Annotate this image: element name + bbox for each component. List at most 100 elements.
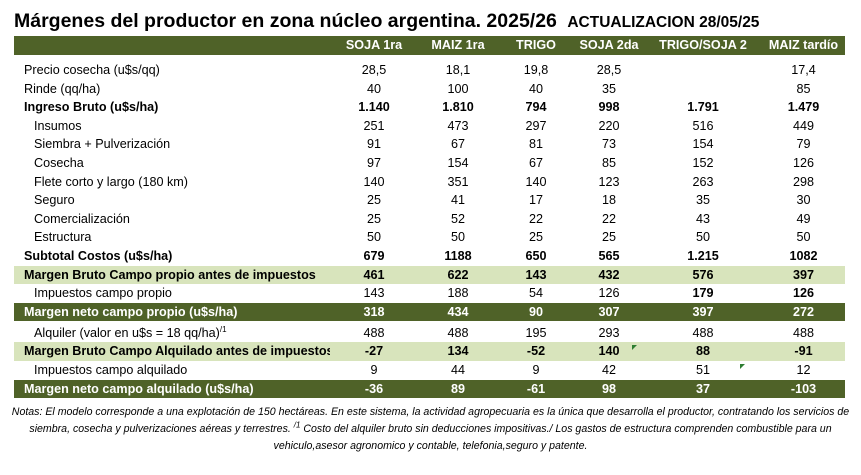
cell: 1.479 (787, 100, 820, 115)
cell: 432 (598, 267, 620, 282)
cell: 100 (447, 81, 469, 96)
cell: -36 (364, 381, 384, 396)
cell: 140 (525, 174, 547, 189)
cell: 318 (363, 304, 385, 319)
cell (644, 80, 762, 99)
cell: 91 (366, 137, 381, 152)
row-label: Subtotal Costos (u$s/ha) (24, 248, 173, 263)
cell: 67 (528, 155, 543, 170)
cell: 179 (692, 286, 714, 301)
margins-table: SOJA 1ra MAIZ 1ra TRIGO SOJA 2da TRIGO/S… (14, 36, 845, 399)
cell: 44 (450, 362, 465, 377)
cell: 22 (528, 211, 543, 226)
cell: 123 (598, 174, 620, 189)
cell: 516 (692, 118, 714, 133)
row-label: Insumos (34, 118, 82, 133)
cell: 51 (695, 362, 710, 377)
cell: 17,4 (791, 63, 816, 77)
cell: 126 (792, 286, 814, 301)
cell: 50 (695, 230, 710, 245)
cell: -103 (790, 381, 817, 396)
notes-text-2: Costo del alquiler bruto sin deducciones… (273, 423, 832, 452)
cell-comment-marker (740, 364, 745, 369)
cell: 22 (601, 211, 616, 226)
footnote-marker: /1 (219, 325, 227, 335)
col-header-soja-2da: SOJA 2da (579, 38, 639, 52)
cell: 650 (525, 248, 547, 263)
row-rinde: Rinde (qq/ha) 40 100 40 35 85 (14, 80, 845, 99)
cell: 35 (695, 193, 710, 208)
cell: 143 (525, 267, 547, 282)
cell: 12 (796, 362, 811, 377)
cell: 40 (528, 81, 543, 96)
cell: 488 (692, 326, 714, 341)
cell: 434 (447, 304, 469, 319)
cell: 37 (695, 381, 710, 396)
cell: 25 (601, 230, 616, 245)
cell: 89 (450, 381, 465, 396)
row-label: Margen neto campo alquilado (u$s/ha) (24, 381, 254, 396)
cell: 297 (525, 118, 547, 133)
row-seguro: Seguro 25 41 17 18 35 30 (14, 191, 845, 210)
cell: 679 (363, 248, 385, 263)
cell: 397 (792, 267, 814, 282)
cell: 126 (792, 155, 814, 170)
cell: -61 (526, 381, 546, 396)
row-ingreso-bruto: Ingreso Bruto (u$s/ha) 1.140 1.810 794 9… (14, 98, 845, 117)
alquiler-label-text: Alquiler (valor en u$s = 18 qq/ha) (34, 326, 220, 341)
cell: 272 (792, 304, 814, 319)
footnote-marker: /1 (293, 420, 301, 430)
cell (644, 61, 762, 80)
cell: 488 (792, 326, 814, 341)
cell: 25 (366, 193, 381, 208)
row-alquiler: Alquiler (valor en u$s = 18 qq/ha)/1 488… (14, 321, 845, 342)
cell: 1.810 (442, 100, 474, 115)
col-header-soja-1ra: SOJA 1ra (345, 38, 403, 52)
cell: 461 (363, 267, 385, 282)
row-flete: Flete corto y largo (180 km) 140 351 140… (14, 173, 845, 192)
cell: 73 (601, 137, 616, 152)
col-header-trigo: TRIGO (516, 38, 556, 52)
cell: -52 (526, 344, 546, 359)
row-label: Impuestos campo propio (34, 286, 172, 301)
col-header-maiz-tardio: MAIZ tardío (768, 38, 839, 52)
cell: 50 (366, 230, 381, 245)
cell: 90 (528, 304, 543, 319)
cell: 30 (796, 193, 811, 208)
cell: 1.140 (358, 100, 390, 115)
row-label: Cosecha (34, 155, 84, 170)
cell: 1188 (444, 248, 472, 263)
cell: 251 (363, 118, 385, 133)
cell: 42 (601, 362, 616, 377)
cell: 40 (366, 81, 381, 96)
cell: 9 (370, 362, 378, 377)
row-label: Impuestos campo alquilado (34, 362, 188, 377)
cell: 54 (528, 286, 543, 301)
cell: 43 (695, 211, 710, 226)
cell: 794 (525, 100, 547, 115)
cell: 154 (447, 155, 469, 170)
row-label: Flete corto y largo (180 km) (34, 174, 188, 189)
col-header-maiz-1ra: MAIZ 1ra (431, 38, 485, 52)
row-margen-bruto-alquilado: Margen Bruto Campo Alquilado antes de im… (14, 342, 845, 361)
footnotes: Notas: El modelo corresponde a una explo… (10, 404, 851, 455)
cell: 1.215 (687, 248, 719, 263)
cell: 85 (601, 155, 616, 170)
cell: 25 (366, 211, 381, 226)
row-label: Estructura (34, 230, 92, 245)
row-impuestos-alquilado: Impuestos campo alquilado 9 44 9 42 51 1… (14, 361, 845, 380)
cell: 52 (450, 211, 465, 226)
row-label: Ingreso Bruto (u$s/ha) (24, 100, 159, 115)
cell: 134 (447, 344, 469, 359)
cell: 28,5 (596, 63, 622, 77)
cell: 351 (447, 174, 469, 189)
cell: 473 (447, 118, 469, 133)
col-header-trigo-soja-2: TRIGO/SOJA 2 (659, 38, 747, 52)
cell: 49 (796, 211, 811, 226)
row-cosecha: Cosecha 97 154 67 85 152 126 (14, 154, 845, 173)
cell: 293 (598, 326, 620, 341)
row-label: Margen neto campo propio (u$s/ha) (24, 304, 238, 319)
cell: 41 (450, 193, 465, 208)
notes-text-1: Notas: El modelo corresponde a una explo… (11, 406, 850, 435)
row-insumos: Insumos 251 473 297 220 516 449 (14, 117, 845, 136)
